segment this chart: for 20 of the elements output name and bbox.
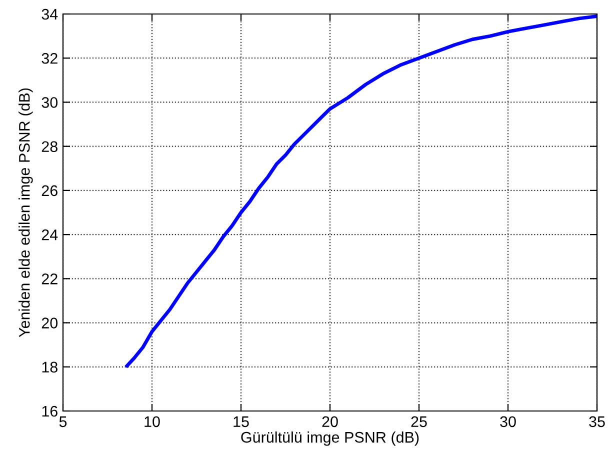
y-tick-label: 30	[42, 97, 58, 108]
y-tick-label: 28	[42, 141, 58, 152]
y-tick-label: 26	[42, 185, 58, 196]
y-tick-label: 34	[42, 8, 58, 20]
y-tick-label: 22	[42, 274, 58, 284]
x-tick-label: 20	[322, 416, 338, 428]
y-tick-label: 24	[42, 229, 58, 240]
y-axis-title: Yeniden elde edilen imge PSNR (dB)	[18, 88, 33, 338]
y-tick-label: 16	[42, 406, 58, 417]
x-axis-title: Gürültülü imge PSNR (dB)	[241, 431, 419, 446]
x-tick-label: 30	[500, 416, 516, 428]
x-tick-label: 25	[411, 416, 427, 428]
x-tick-label: 35	[589, 416, 605, 428]
line-series	[125, 14, 597, 368]
y-tick-label: 18	[42, 362, 58, 373]
y-tick-label: 32	[42, 52, 58, 64]
x-tick-label: 10	[144, 416, 160, 428]
y-tick-label: 20	[42, 318, 58, 328]
x-tick-label: 5	[59, 416, 67, 428]
x-tick-label: 15	[234, 416, 249, 428]
